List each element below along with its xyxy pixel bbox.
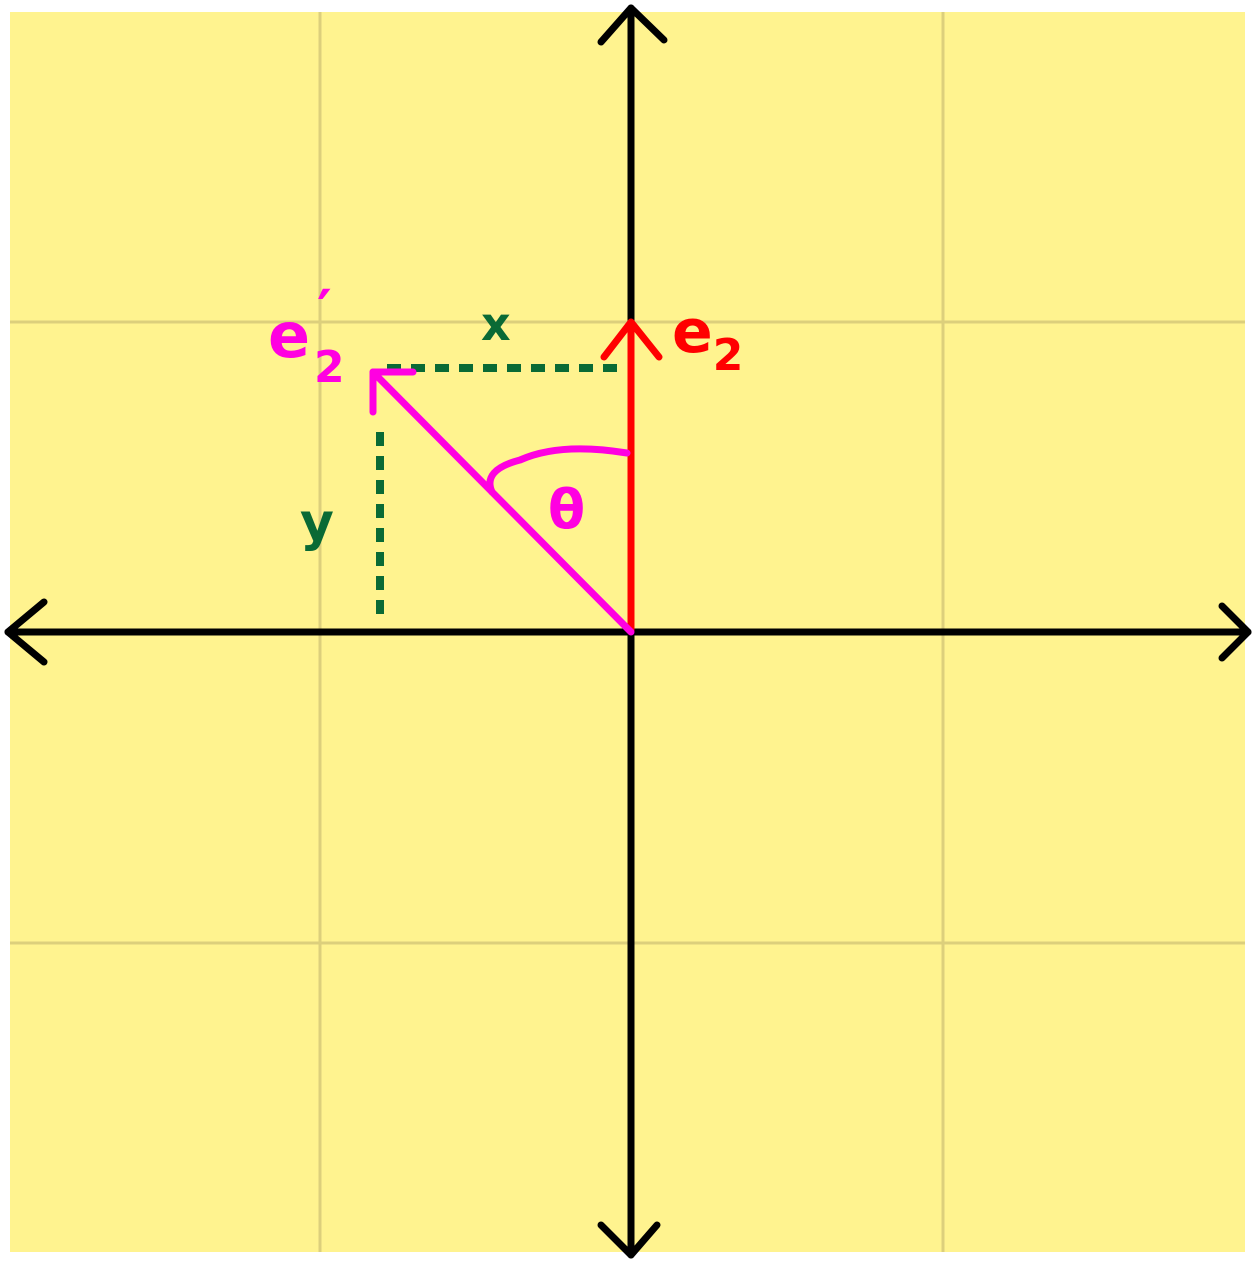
y-component-label: y <box>300 493 334 553</box>
y-axis-arrowhead-top <box>597 4 668 46</box>
e2-prime-vector-shaft <box>369 368 635 636</box>
e2-vector <box>600 318 663 634</box>
x-axis-arrowhead-left <box>4 598 48 666</box>
e2-prime-vector-arrowhead <box>369 368 417 416</box>
e2-prime-label-base: e <box>268 299 310 372</box>
e2-vector-arrowhead <box>600 318 663 361</box>
e2-label: e2 <box>672 297 743 381</box>
e2-label-subscript: 2 <box>713 330 744 381</box>
component-lines <box>376 364 625 622</box>
angle-label: θ <box>548 478 585 541</box>
e2-prime-vector <box>369 368 635 636</box>
x-component-label: x <box>481 297 511 351</box>
e2-label-base: e <box>672 297 713 367</box>
y-axis-arrowhead-bottom <box>597 1221 661 1259</box>
e2-prime-label-subscript: 2 <box>314 342 345 393</box>
e2-prime-label-prime: ′ <box>317 279 332 344</box>
x-axis-arrowhead-right <box>1218 602 1252 662</box>
angle-arc <box>486 445 631 496</box>
